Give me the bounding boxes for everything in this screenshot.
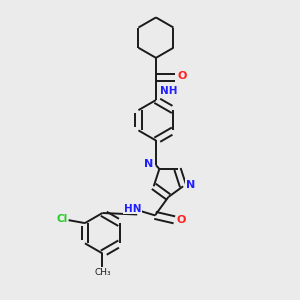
Text: HN: HN	[124, 204, 142, 214]
Text: CH₃: CH₃	[94, 268, 111, 277]
Text: N: N	[144, 159, 153, 169]
Text: Cl: Cl	[56, 214, 68, 224]
Text: O: O	[177, 71, 187, 81]
Text: NH: NH	[160, 86, 177, 96]
Text: N: N	[186, 180, 195, 190]
Text: O: O	[176, 215, 186, 225]
